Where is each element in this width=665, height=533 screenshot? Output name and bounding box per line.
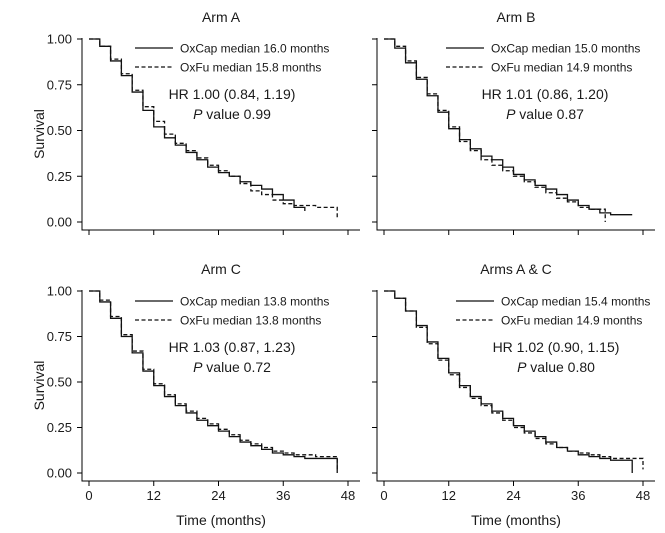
p-value-text: value 0.72: [202, 359, 271, 375]
x-tick-label: 48: [636, 488, 650, 503]
p-value-label: P value 0.72: [193, 359, 271, 375]
y-tick-label: 0.50: [47, 375, 72, 390]
panel-1: Arm A 0.00 0.25 0.50 0.75 1.00 Survival OxCap m…: [31, 9, 360, 235]
panel-3: Arm C 0.00 0.25 0.50 0.75 1.00 0 12 24 36 48 Surviv…: [31, 261, 360, 528]
hazard-ratio-label: HR 1.01 (0.86, 1.20): [482, 86, 609, 102]
panel-4: Arms A & C 0 12 24 36 48 Time (months) OxCap me…: [372, 261, 655, 528]
x-axis-label: Time (months): [176, 512, 266, 528]
p-symbol: P: [517, 359, 527, 375]
panel-title: Arm C: [201, 261, 241, 277]
legend-label: OxFu median 14.9 months: [501, 314, 642, 328]
oxcap-survival-curve: [89, 38, 306, 212]
p-value-text: value 0.80: [526, 359, 595, 375]
x-tick-label: 0: [85, 488, 92, 503]
y-axis-label: Survival: [31, 109, 47, 159]
x-tick-label: 36: [571, 488, 585, 503]
p-symbol: P: [506, 106, 516, 122]
y-tick-label: 0.25: [47, 420, 72, 435]
panel-title: Arm B: [497, 9, 536, 25]
y-tick-label: 0.00: [47, 215, 72, 230]
y-tick-label: 1.00: [47, 284, 72, 299]
hazard-ratio-label: HR 1.02 (0.90, 1.15): [493, 339, 620, 355]
legend-label: OxFu median 15.8 months: [180, 61, 321, 75]
panel-title: Arm A: [202, 9, 241, 25]
y-tick-label: 0.75: [47, 329, 72, 344]
axis-frame: [376, 290, 655, 482]
panel-2: Arm B OxCap median 15.0 months OxFu median…: [372, 9, 655, 235]
p-value-label: P value 0.80: [517, 359, 595, 375]
x-tick-label: 24: [211, 488, 225, 503]
y-tick-label: 0.00: [47, 466, 72, 481]
x-tick-label: 48: [341, 488, 355, 503]
axis-frame: [81, 290, 360, 482]
x-tick-label: 12: [147, 488, 161, 503]
p-symbol: P: [193, 359, 203, 375]
hazard-ratio-label: HR 1.03 (0.87, 1.23): [169, 339, 296, 355]
legend-label: OxCap median 15.0 months: [491, 42, 640, 56]
legend-label: OxCap median 13.8 months: [180, 295, 329, 309]
oxfu-survival-curve: [384, 290, 644, 470]
x-tick-label: 0: [380, 488, 387, 503]
axis-frame: [376, 38, 655, 231]
legend-label: OxFu median 13.8 months: [180, 314, 321, 328]
y-axis-label: Survival: [31, 361, 47, 411]
y-tick-label: 0.75: [47, 77, 72, 92]
legend-label: OxFu median 14.9 months: [491, 61, 632, 75]
oxcap-survival-curve: [384, 38, 633, 216]
y-tick-label: 1.00: [47, 32, 72, 47]
legend-label: OxCap median 16.0 months: [180, 42, 329, 56]
p-symbol: P: [193, 106, 203, 122]
hazard-ratio-label: HR 1.00 (0.84, 1.19): [169, 86, 296, 102]
p-value-label: P value 0.87: [506, 106, 584, 122]
x-tick-label: 12: [442, 488, 456, 503]
p-value-text: value 0.87: [515, 106, 584, 122]
panel-title: Arms A & C: [480, 261, 552, 277]
legend-label: OxCap median 15.4 months: [501, 295, 650, 309]
p-value-label: P value 0.99: [193, 106, 271, 122]
x-tick-label: 36: [276, 488, 290, 503]
y-tick-label: 0.25: [47, 169, 72, 184]
oxfu-survival-curve: [384, 38, 606, 222]
axis-frame: [81, 38, 360, 231]
oxfu-survival-curve: [89, 38, 338, 219]
oxfu-survival-curve: [89, 290, 338, 470]
y-tick-label: 0.50: [47, 123, 72, 138]
x-axis-label: Time (months): [471, 512, 561, 528]
p-value-text: value 0.99: [202, 106, 271, 122]
x-tick-label: 24: [506, 488, 520, 503]
